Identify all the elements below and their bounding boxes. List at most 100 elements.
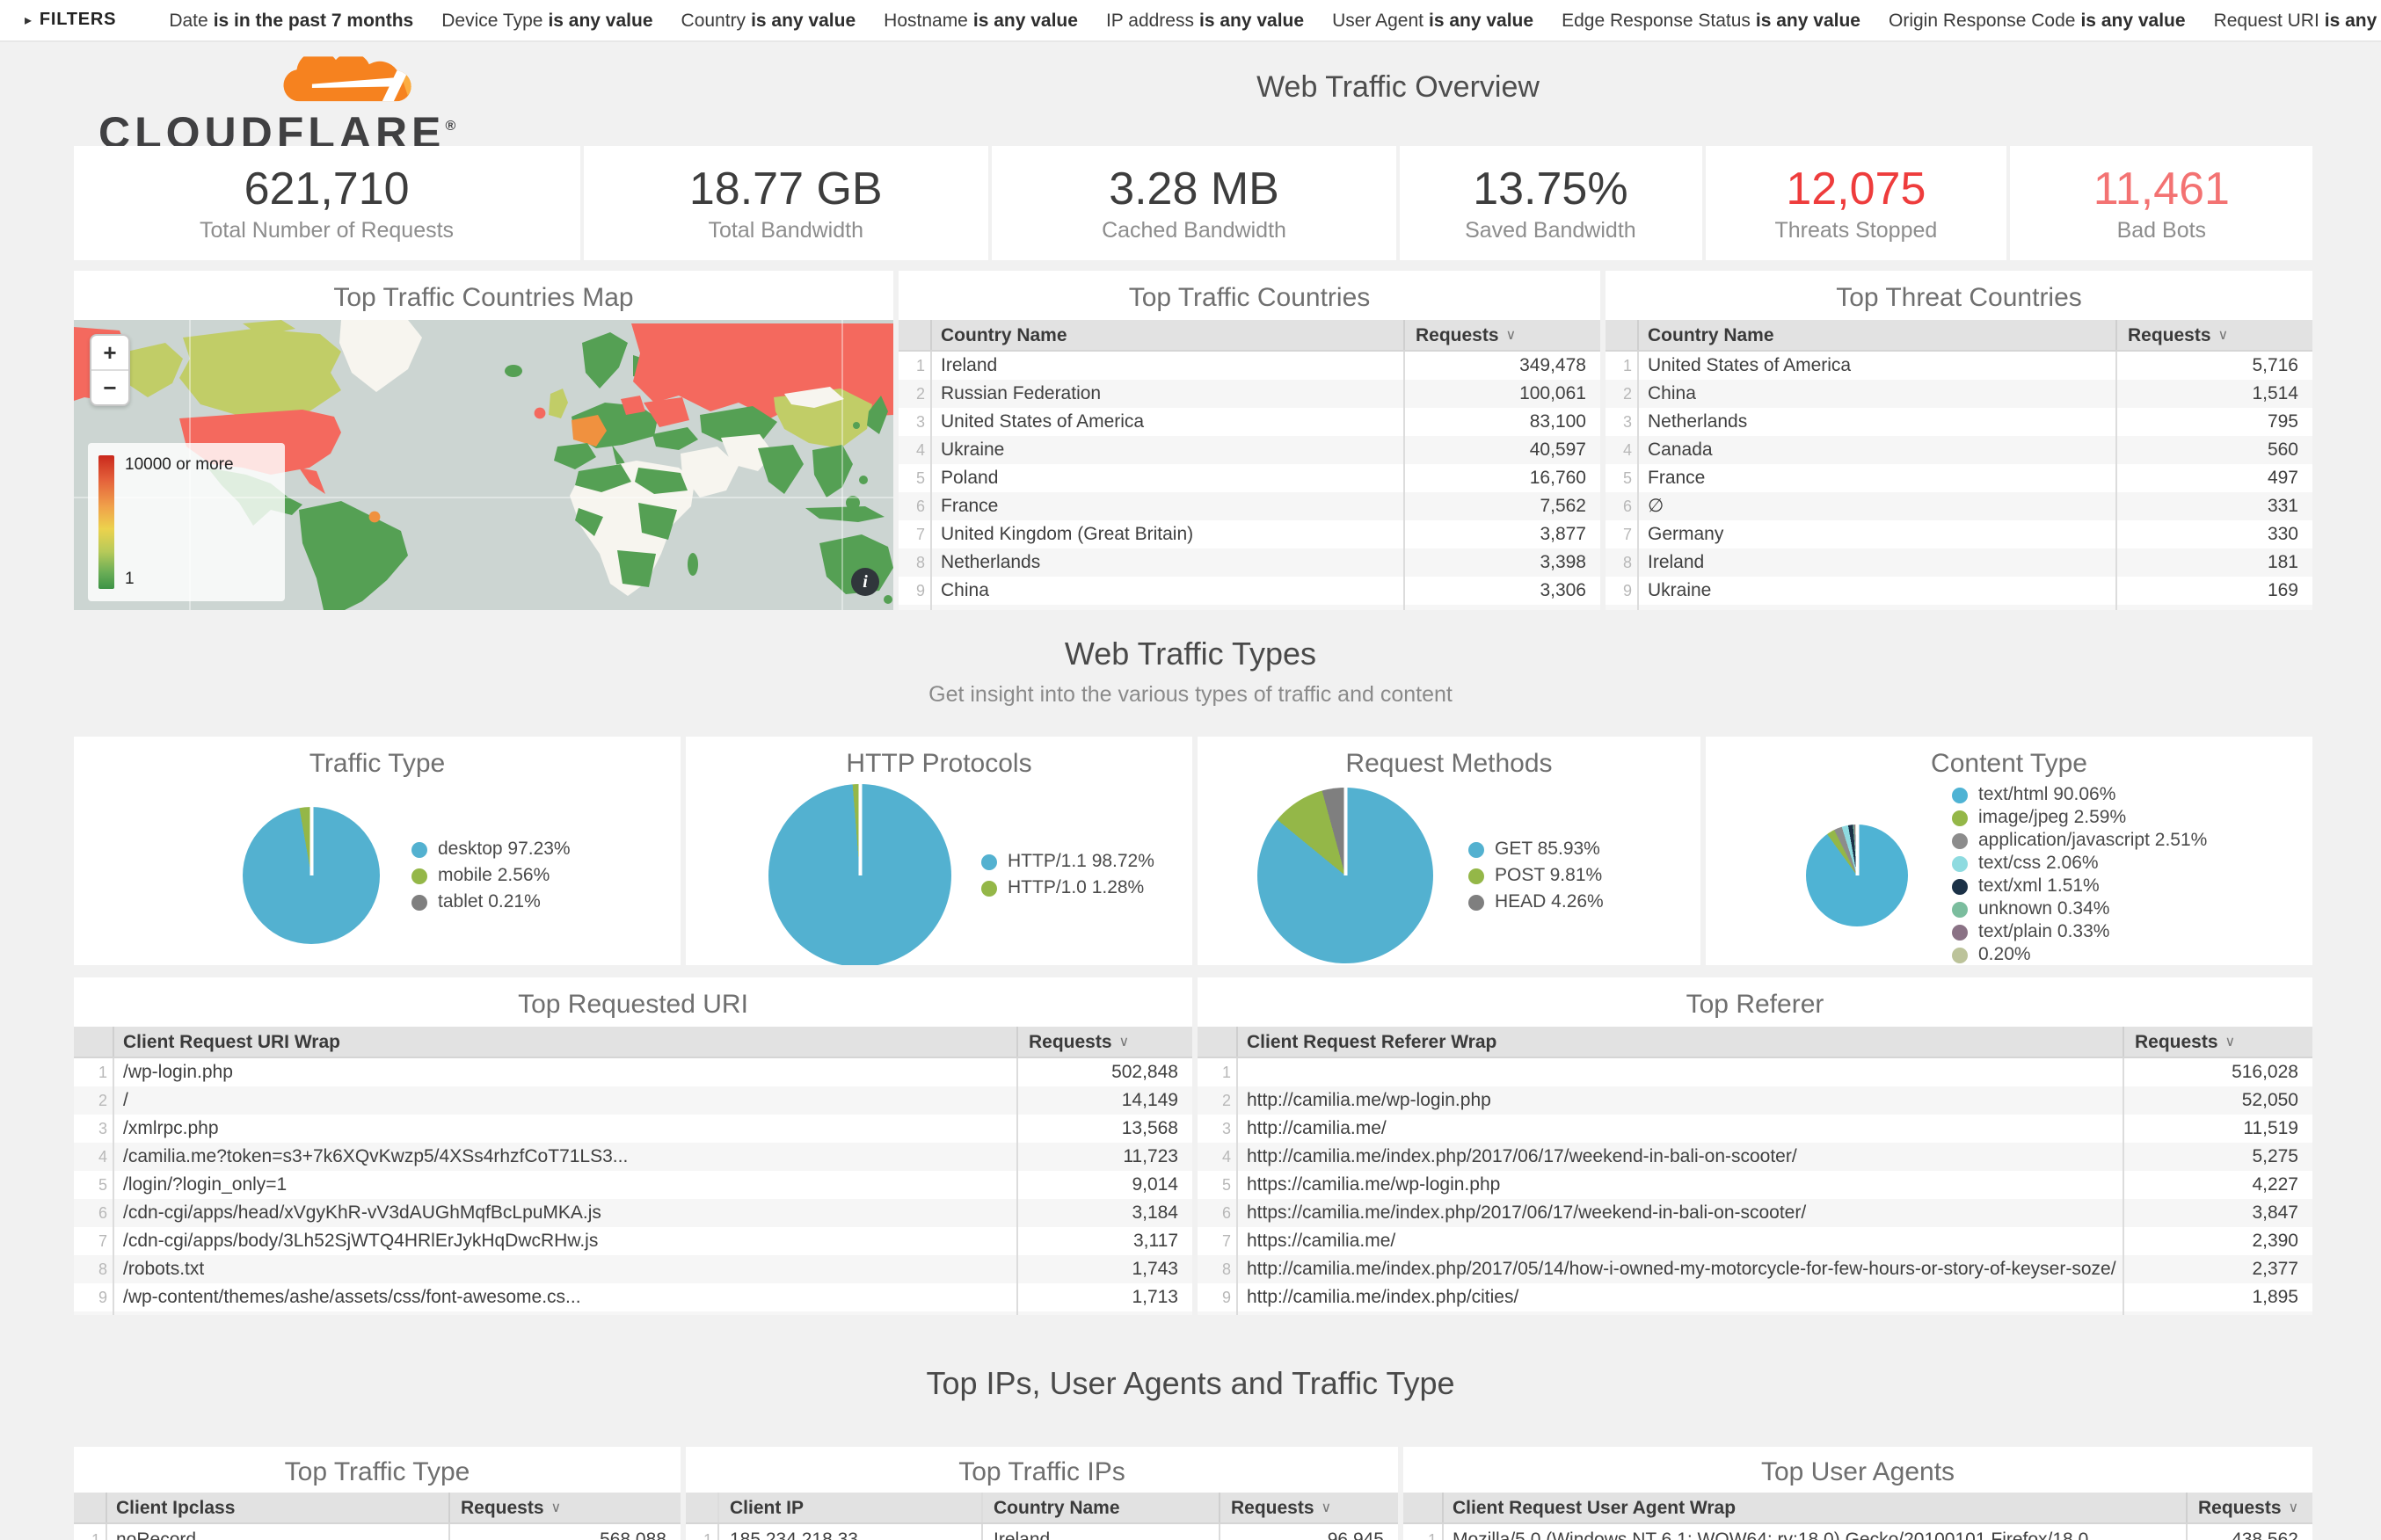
filter-item[interactable]: Device Type is any value <box>441 10 652 31</box>
requests-cell: 438,562 <box>2186 1524 2312 1540</box>
column-requests[interactable]: Requests ∨ <box>448 1493 681 1522</box>
table-body: 1 516,028 2 http://camilia.me/wp-login.p… <box>1198 1058 2312 1315</box>
info-icon[interactable]: i <box>851 568 879 596</box>
requests-cell: 1,514 <box>2115 380 2312 408</box>
column-requests[interactable]: Requests ∨ <box>2123 1027 2312 1057</box>
filter-field: IP address <box>1105 10 1194 31</box>
zoom-in-button[interactable]: + <box>91 336 128 371</box>
legend-item: HTTP/1.1 98.72% <box>981 849 1154 875</box>
zoom-out-button[interactable]: − <box>103 374 117 401</box>
legend-dot-icon <box>1468 868 1484 883</box>
filter-item[interactable]: Country is any value <box>681 10 856 31</box>
column-referer[interactable]: Client Request Referer Wrap <box>1236 1027 2123 1057</box>
legend-item: text/html 90.06% <box>1952 784 2207 807</box>
filter-item[interactable]: User Agent is any value <box>1332 10 1533 31</box>
legend-max-label: 10000 or more <box>125 455 234 475</box>
country-cell: China <box>1637 380 2115 408</box>
legend-item: application/javascript 2.51% <box>1952 830 2207 853</box>
country-cell: Ireland <box>981 1524 1219 1540</box>
column-country-name[interactable]: Country Name <box>1637 320 2115 350</box>
requests-cell: 497 <box>2115 464 2312 492</box>
column-country-name[interactable]: Country Name <box>930 320 1403 350</box>
referer-cell: http://camilia.me/ <box>1236 1115 2123 1143</box>
referer-cell: http://camilia.me/index.php/2017/05/14/h… <box>1236 1255 2123 1283</box>
country-cell: ∅ <box>1637 492 2115 520</box>
uri-cell: /wp-content/themes/ashe/assets/css/font-… <box>113 1283 1016 1311</box>
legend-dot-icon <box>1952 856 1968 872</box>
legend-item: 0.20% <box>1952 944 2207 965</box>
filter-field: Hostname <box>884 10 968 31</box>
cloudflare-logo: CLOUDFLARE® <box>98 53 455 156</box>
content-type-pie-chart[interactable] <box>1806 824 1908 926</box>
requests-cell: 11,723 <box>1016 1143 1192 1171</box>
country-cell: Ireland <box>930 352 1403 380</box>
table-row: 7 Germany 330 <box>1606 520 2312 548</box>
top-traffic-type-panel: Top Traffic Type Client Ipclass Requests… <box>74 1447 681 1540</box>
filter-item[interactable]: IP address is any value <box>1106 10 1304 31</box>
requests-cell: 169 <box>2115 577 2312 605</box>
requests-cell: 16,760 <box>1403 464 1600 492</box>
country-cell: Russian Federation <box>930 380 1403 408</box>
column-requests[interactable]: Requests ∨ <box>1403 320 1600 350</box>
sort-caret-icon: ∨ <box>550 1500 562 1515</box>
table-header: Country Name Requests ∨ <box>899 320 1600 352</box>
filters-toggle[interactable]: ▸ FILTERS <box>25 11 116 30</box>
requests-cell: 568,088 <box>448 1524 681 1540</box>
filter-item[interactable]: Edge Response Status is any value <box>1562 10 1860 31</box>
column-user-agent[interactable]: Client Request User Agent Wrap <box>1442 1493 2186 1522</box>
pie-legend: desktop 97.23% mobile 2.56% tablet 0.21% <box>411 836 571 915</box>
requests-cell: 1,473 <box>2123 1311 2312 1315</box>
country-cell: France <box>930 492 1403 520</box>
kpi-card: 11,461 Bad Bots <box>2010 146 2313 260</box>
expand-caret-icon: ▸ <box>25 12 33 28</box>
kpi-label: Bad Bots <box>2116 217 2207 243</box>
uri-cell: /cdn-cgi/apps/body/3Lh52SjWTQ4HRlErJykHq… <box>113 1227 1016 1255</box>
legend-dot-icon <box>1952 925 1968 941</box>
client-ip-cell: 185.234.218.33 <box>717 1524 981 1540</box>
table-row: 8 /robots.txt 1,743 <box>74 1255 1192 1283</box>
panel-title: Top User Agents <box>1760 1457 1955 1487</box>
table-row: 9 http://camilia.me/index.php/cities/ 1,… <box>1198 1283 2312 1311</box>
legend-min-label: 1 <box>125 570 135 589</box>
filter-field: Country <box>681 10 746 31</box>
table-body: 1 noRecord 568,088 <box>74 1524 681 1540</box>
filter-item[interactable]: Request URI is any value <box>2214 10 2381 31</box>
panel-title: Top Traffic IPs <box>958 1457 1125 1487</box>
http-protocols-pie-chart[interactable] <box>768 784 951 965</box>
column-requests[interactable]: Requests ∨ <box>1219 1493 1398 1522</box>
map-color-legend: 10000 or more 1 <box>88 443 285 601</box>
column-ipclass[interactable]: Client Ipclass <box>106 1493 448 1522</box>
pie-legend: GET 85.93% POST 9.81% HEAD 4.26% <box>1468 836 1604 915</box>
table-row: 9 China 3,306 <box>899 577 1600 605</box>
filter-item[interactable]: Date is in the past 7 months <box>169 10 413 31</box>
table-row: 3 /xmlrpc.php 13,568 <box>74 1115 1192 1143</box>
column-client-ip[interactable]: Client IP <box>717 1493 981 1522</box>
requests-cell: 7,562 <box>1403 492 1600 520</box>
table-row: 10 /wp-content/themes/ashe/style.css?ver… <box>74 1311 1192 1315</box>
top-referer-panel: Top Referer Client Request Referer Wrap … <box>1198 977 2312 1315</box>
filter-item[interactable]: Origin Response Code is any value <box>1889 10 2186 31</box>
table-row: 1 516,028 <box>1198 1058 2312 1086</box>
request-methods-pie-chart[interactable] <box>1257 788 1433 963</box>
table-row: 1 185.234.218.33 Ireland 96,945 <box>686 1524 1398 1540</box>
requests-cell: 502,848 <box>1016 1058 1192 1086</box>
table-body: 1 Mozilla/5.0 (Windows NT 6.1; WOW64; rv… <box>1403 1524 2312 1540</box>
section-subtitle: Get insight into the various types of tr… <box>928 682 1453 707</box>
filter-item[interactable]: Hostname is any value <box>884 10 1078 31</box>
table-header: Client IP Country Name Requests ∨ <box>686 1493 1398 1524</box>
kpi-value: 3.28 MB <box>1109 162 1279 215</box>
table-row: 6 https://camilia.me/index.php/2017/06/1… <box>1198 1199 2312 1227</box>
world-choropleth-map[interactable] <box>74 320 893 610</box>
legend-item: desktop 97.23% <box>411 836 571 862</box>
table-row: 4 Ukraine 40,597 <box>899 436 1600 464</box>
table-body: 1 United States of America 5,716 2 China… <box>1606 352 2312 610</box>
traffic-type-pie-chart[interactable] <box>243 807 380 944</box>
referer-cell: https://camilia.me/index.php/2017/06/17/… <box>1236 1199 2123 1227</box>
column-requests[interactable]: Requests ∨ <box>2115 320 2312 350</box>
column-requests[interactable]: Requests ∨ <box>2186 1493 2312 1522</box>
kpi-label: Total Bandwidth <box>708 217 863 243</box>
top-requested-uri-panel: Top Requested URI Client Request URI Wra… <box>74 977 1192 1315</box>
column-requests[interactable]: Requests ∨ <box>1016 1027 1192 1057</box>
column-country-name[interactable]: Country Name <box>981 1493 1219 1522</box>
column-uri[interactable]: Client Request URI Wrap <box>113 1027 1016 1057</box>
